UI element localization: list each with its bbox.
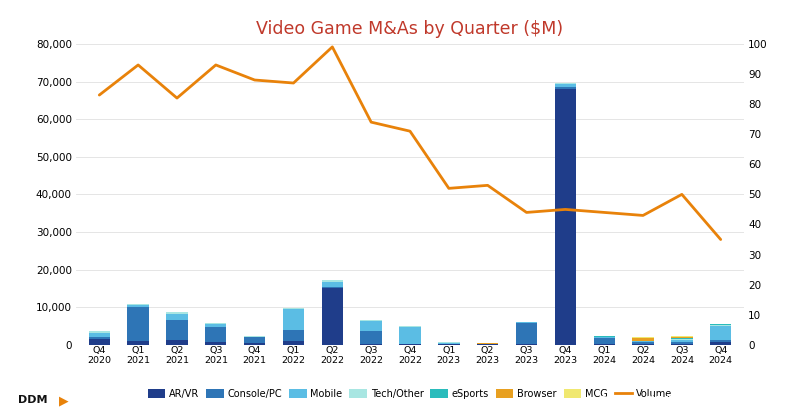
Text: DDM: DDM (18, 395, 47, 405)
Bar (671, 339, 693, 340)
Bar (632, 344, 654, 345)
Bar (710, 324, 731, 326)
Bar (127, 305, 149, 307)
Bar (671, 342, 693, 344)
Bar (594, 339, 615, 344)
Bar (127, 341, 149, 345)
FancyBboxPatch shape (2, 387, 86, 414)
Bar (594, 337, 615, 339)
Bar (632, 341, 654, 342)
Bar (166, 340, 188, 345)
Bar (283, 330, 304, 341)
Text: ▶: ▶ (59, 394, 69, 408)
Bar (244, 336, 266, 337)
Bar (554, 83, 576, 84)
Bar (127, 304, 149, 305)
Bar (554, 84, 576, 87)
Bar (166, 320, 188, 340)
Bar (89, 337, 110, 339)
Bar (205, 327, 226, 342)
Bar (710, 326, 731, 340)
Bar (166, 314, 188, 320)
Bar (710, 342, 731, 345)
Bar (244, 343, 266, 345)
Bar (671, 336, 693, 339)
Bar (554, 87, 576, 89)
Bar (594, 344, 615, 345)
Text: GAMES INVESTMENT REVIEW™: GAMES INVESTMENT REVIEW™ (598, 396, 790, 406)
Bar (283, 308, 304, 309)
Bar (166, 313, 188, 314)
Bar (361, 321, 382, 331)
Bar (89, 333, 110, 337)
Bar (361, 344, 382, 345)
Bar (671, 344, 693, 345)
Bar (322, 287, 343, 288)
Bar (322, 288, 343, 345)
Bar (671, 340, 693, 342)
Bar (710, 340, 731, 342)
Bar (399, 344, 421, 345)
Bar (399, 327, 421, 344)
Bar (205, 342, 226, 345)
Bar (632, 337, 654, 338)
Bar (554, 89, 576, 345)
Bar (322, 280, 343, 282)
Bar (516, 324, 537, 344)
Bar (632, 338, 654, 341)
Bar (632, 342, 654, 344)
Bar (205, 323, 226, 324)
Bar (127, 307, 149, 341)
Bar (361, 331, 382, 344)
Bar (89, 331, 110, 333)
Bar (516, 322, 537, 324)
Bar (283, 341, 304, 345)
Bar (89, 339, 110, 345)
Title: Video Game M&As by Quarter ($M): Video Game M&As by Quarter ($M) (257, 20, 563, 38)
Bar (283, 309, 304, 330)
Bar (361, 320, 382, 321)
Bar (244, 337, 266, 343)
Bar (438, 343, 459, 344)
Bar (205, 324, 226, 327)
Legend: AR/VR, Console/PC, Mobile, Tech/Other, eSports, Browser, MCG, Volume: AR/VR, Console/PC, Mobile, Tech/Other, e… (148, 389, 672, 399)
Bar (516, 344, 537, 345)
Bar (322, 282, 343, 287)
Bar (399, 326, 421, 327)
